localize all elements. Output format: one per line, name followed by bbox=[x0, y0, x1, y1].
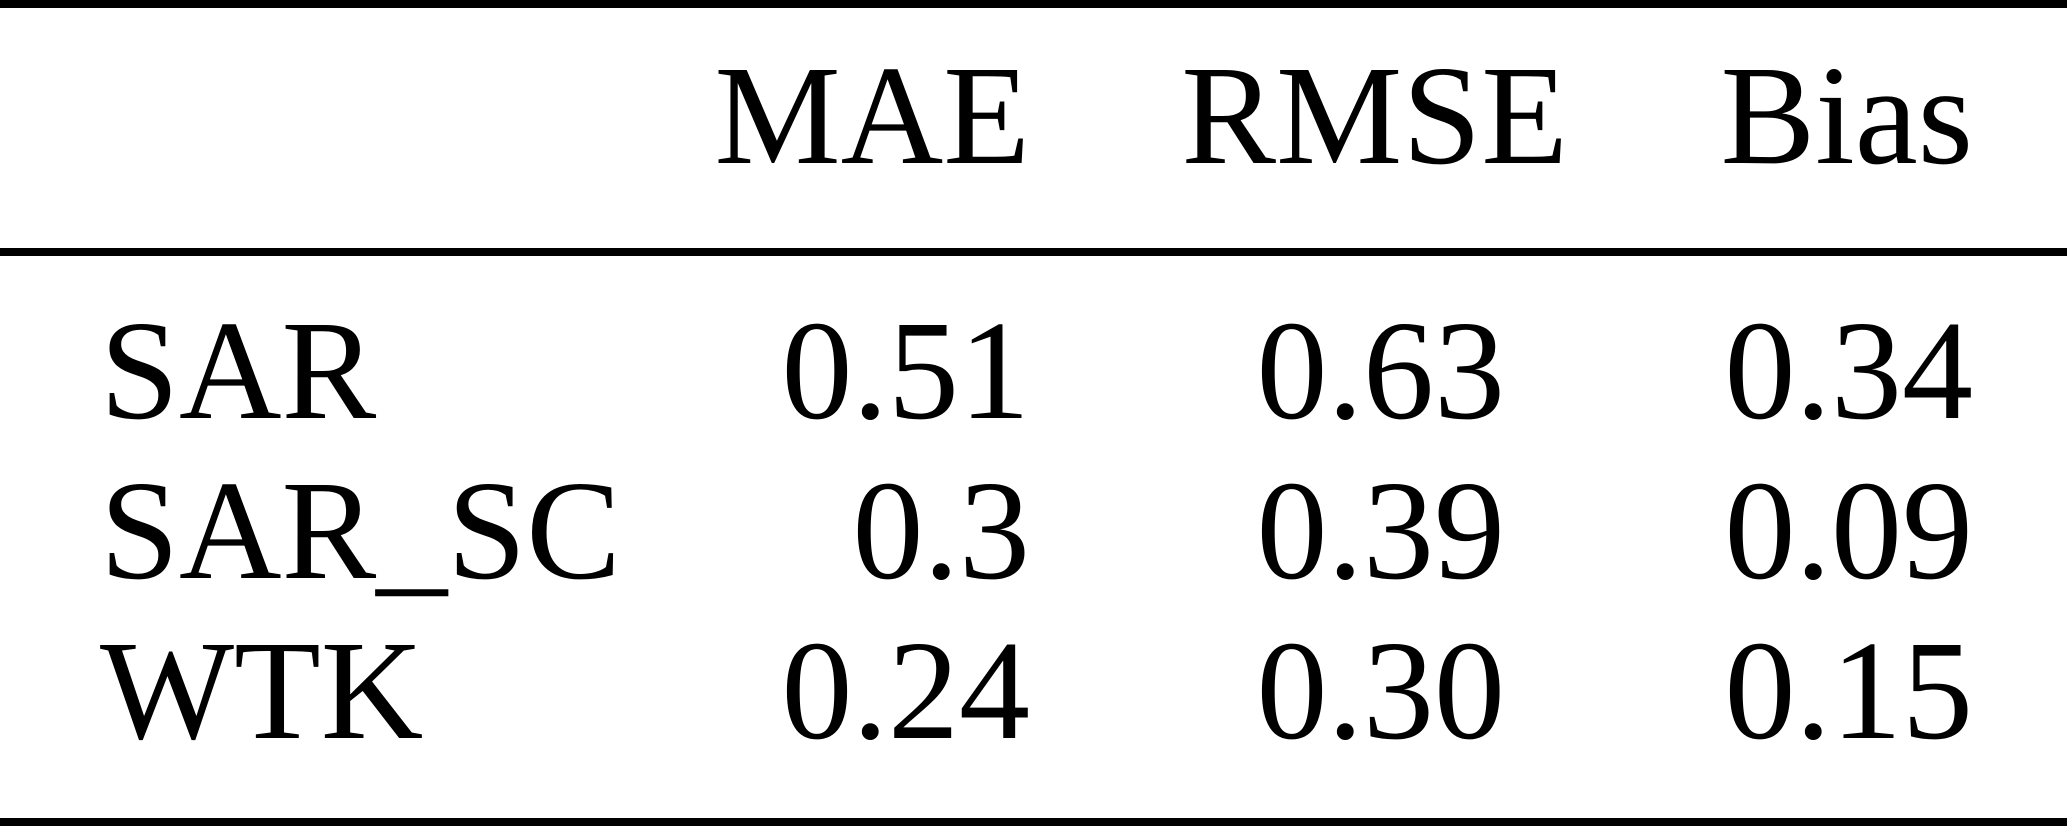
cell-sar-bias: 0.34 bbox=[1724, 291, 1974, 449]
cell-sar-sc-rmse: 0.39 bbox=[1256, 451, 1506, 609]
table-header-row: MAE RMSE Bias bbox=[0, 8, 2067, 256]
cell-wtk-rmse: 0.30 bbox=[1256, 611, 1506, 769]
column-header-rmse: RMSE bbox=[1040, 44, 1568, 186]
cell-sar-rmse: 0.63 bbox=[1256, 291, 1506, 449]
table-row-sar-sc: SAR_SC 0.3 0.39 0.09 bbox=[0, 450, 2067, 610]
column-header-bias-label: Bias bbox=[1720, 36, 1973, 194]
row-label: SAR_SC bbox=[100, 451, 621, 609]
row-label: SAR bbox=[100, 291, 377, 449]
cell-sar-sc-bias: 0.09 bbox=[1724, 451, 1974, 609]
cell-sar-sc-mae: 0.3 bbox=[852, 451, 1031, 609]
column-header-bias: Bias bbox=[1525, 44, 2067, 186]
column-header-rmse-label: RMSE bbox=[1181, 36, 1568, 194]
table-row-sar: SAR 0.51 0.63 0.34 bbox=[0, 290, 2067, 450]
cell-sar-mae: 0.51 bbox=[781, 291, 1031, 449]
column-header-mae: MAE bbox=[620, 44, 1040, 186]
cell-wtk-bias: 0.15 bbox=[1724, 611, 1974, 769]
table-row-wtk: WTK 0.24 0.30 0.15 bbox=[0, 610, 2067, 770]
cell-wtk-mae: 0.24 bbox=[781, 611, 1031, 769]
row-label: WTK bbox=[100, 611, 424, 769]
column-header-mae-label: MAE bbox=[714, 36, 1030, 194]
